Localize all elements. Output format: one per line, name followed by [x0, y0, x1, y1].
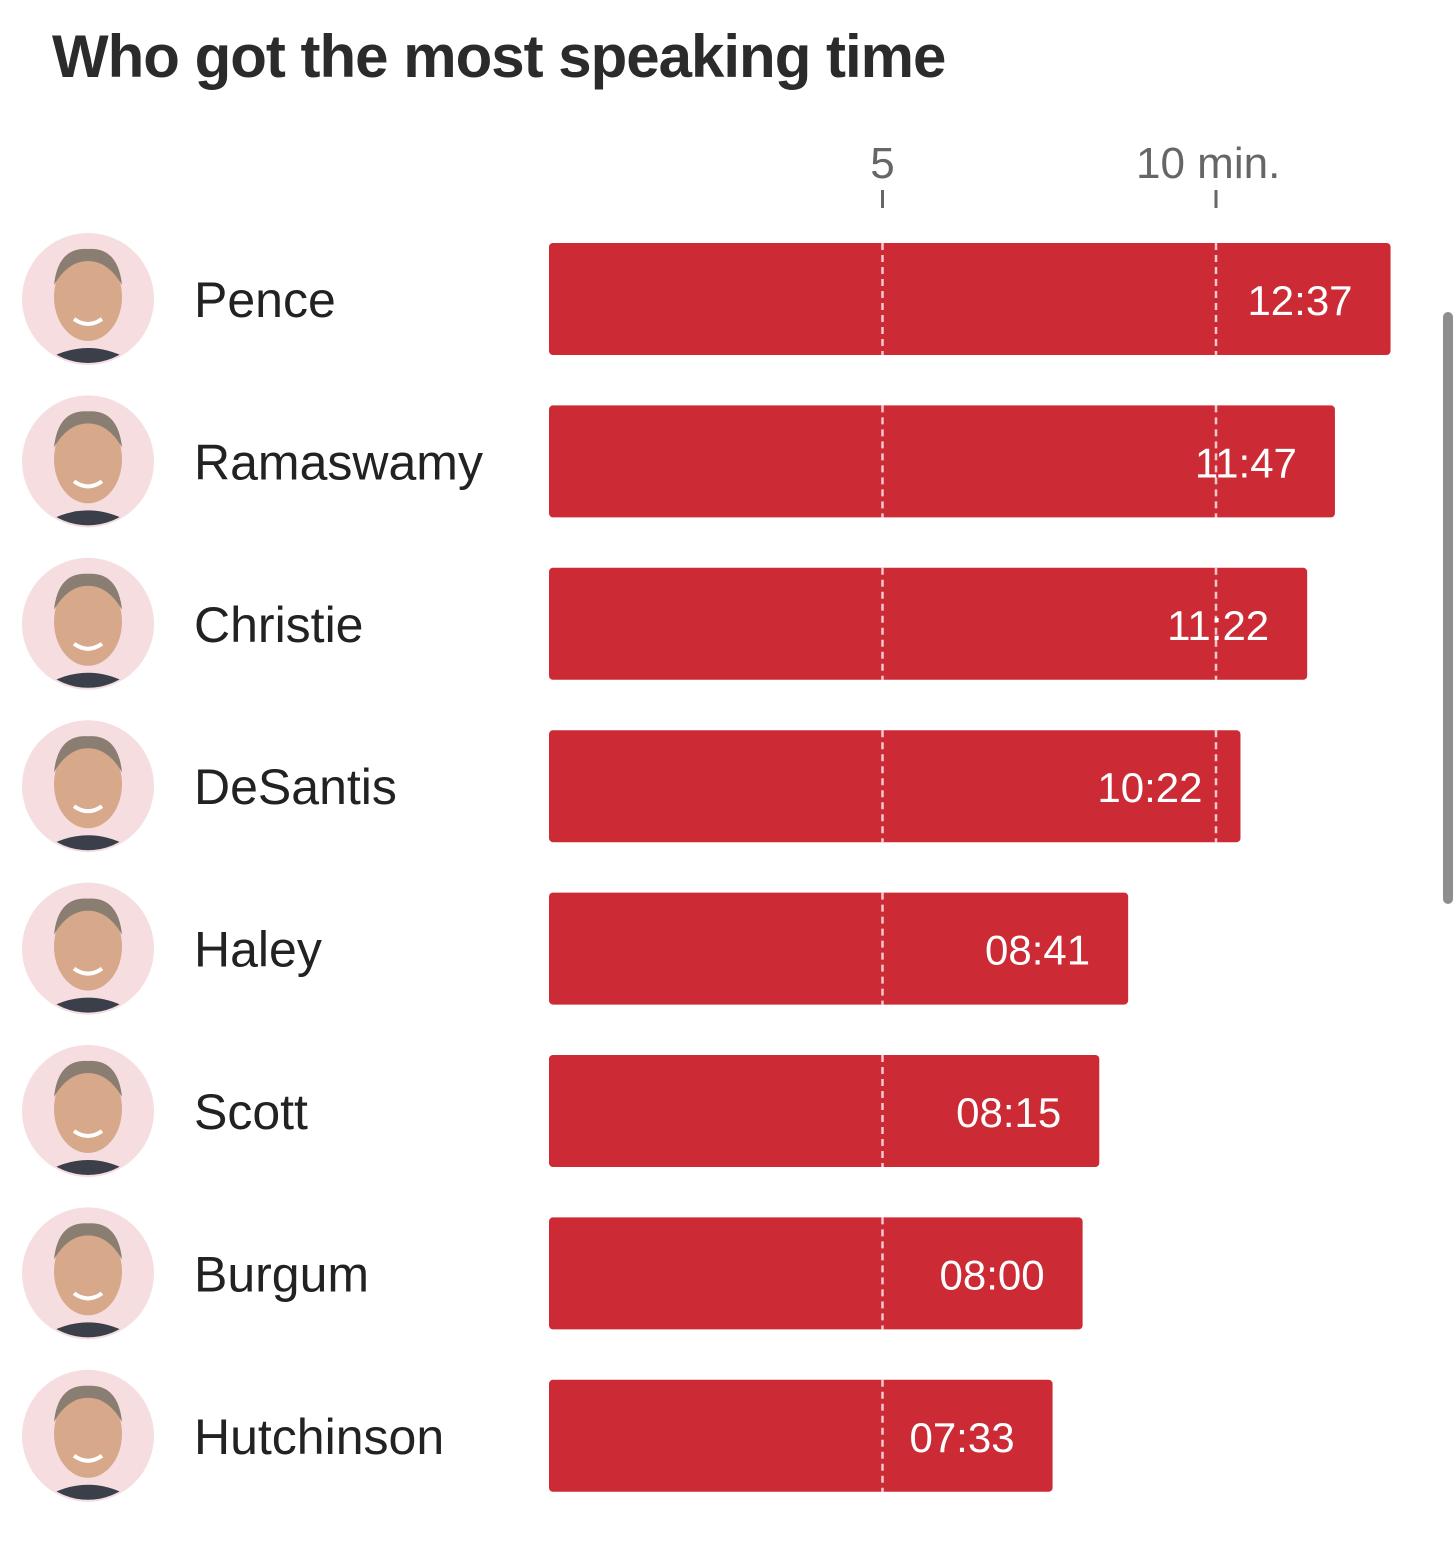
value-label: 08:41: [985, 927, 1090, 974]
scrollbar[interactable]: [1443, 312, 1453, 904]
value-label: 08:15: [956, 1089, 1061, 1136]
avatar: [22, 395, 154, 528]
value-label: 07:33: [909, 1414, 1014, 1461]
avatar: [22, 557, 154, 690]
candidate-name: Pence: [194, 272, 336, 328]
bar: [549, 243, 1391, 355]
avatar: [22, 1045, 154, 1177]
avatar: [22, 233, 154, 365]
bar: [549, 892, 1129, 1005]
chart-rows: Pence Ramaswamy Christie DeSantis Haley Scott…: [22, 233, 1391, 1502]
chart-gridlines: [881, 243, 1218, 1492]
bar: [549, 730, 1241, 843]
candidate-name: Christie: [194, 597, 363, 653]
candidate-name: Haley: [194, 922, 322, 978]
candidate-name: Hutchinson: [194, 1409, 444, 1465]
value-label: 10:22: [1097, 764, 1202, 811]
bar: [549, 1379, 1053, 1492]
candidate-name: Burgum: [194, 1246, 369, 1302]
avatar: [22, 1207, 154, 1340]
chart-title: Who got the most speaking time: [52, 23, 946, 90]
candidate-name: Scott: [194, 1084, 308, 1140]
value-label: 11:47: [1195, 439, 1297, 486]
bar: [549, 567, 1308, 680]
tick-label: 10 min.: [1136, 139, 1280, 188]
bar: [549, 405, 1335, 518]
value-label: 11:22: [1167, 602, 1269, 649]
value-labels: 12:37 11:47 11:22 10:22 08:41 08:15 08:00 07:33: [909, 277, 1352, 1461]
value-label: 12:37: [1247, 277, 1352, 324]
x-axis: 5 10 min.: [870, 139, 1280, 208]
avatar: [22, 1369, 154, 1502]
candidate-name: Ramaswamy: [194, 434, 483, 490]
candidate-name: DeSantis: [194, 759, 397, 815]
avatar: [22, 720, 154, 853]
tick-label: 5: [870, 139, 894, 188]
bar: [549, 1055, 1100, 1167]
value-label: 08:00: [939, 1251, 1044, 1298]
avatar: [22, 882, 154, 1015]
bar: [549, 1217, 1083, 1330]
